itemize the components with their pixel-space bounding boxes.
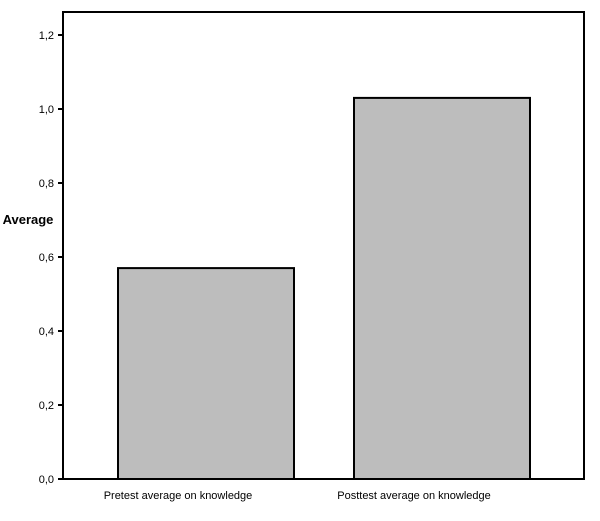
bar — [353, 96, 531, 481]
y-tick-label: 0,0 — [39, 474, 54, 486]
x-axis-labels: Pretest average on knowledge Posttest ave… — [104, 490, 491, 502]
y-tick-label: 0,8 — [39, 178, 54, 190]
x-tick-label: Pretest average on knowledge — [104, 490, 253, 502]
plot-frame — [62, 11, 585, 480]
y-tick-label: 0,6 — [39, 252, 54, 264]
y-tick-label: 1,2 — [39, 30, 54, 42]
x-tick-label: Posttest average on knowledge — [337, 490, 491, 502]
y-axis: 0,0 0,2 0,4 0,6 0,8 1,0 1,2 — [39, 30, 63, 486]
bars — [117, 96, 531, 481]
y-tick-label: 1,0 — [39, 104, 54, 116]
y-tick-label: 0,2 — [39, 400, 54, 412]
y-tick-label: 0,4 — [39, 326, 54, 338]
y-axis-label: Average — [3, 212, 54, 227]
bar — [117, 267, 295, 480]
